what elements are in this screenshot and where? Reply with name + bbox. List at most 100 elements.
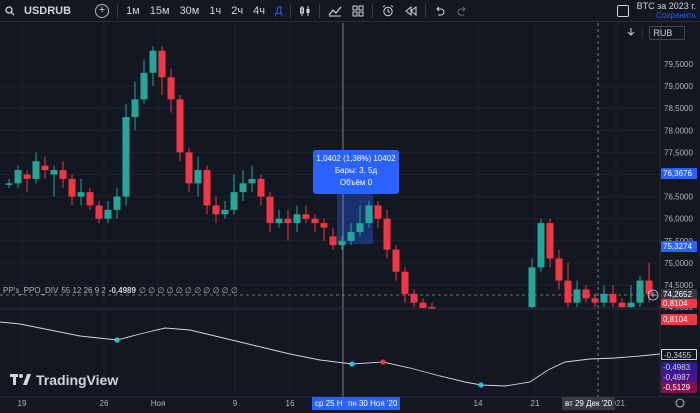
- candle-down: [329, 236, 337, 246]
- candle-up: [338, 240, 346, 246]
- indicator-tag: -0,5129: [661, 382, 697, 393]
- measure-tooltip: 1,0402 (1,38%) 10402 Бары: 3, 5д Объём 0: [313, 150, 399, 194]
- toolbar-divider: [290, 3, 292, 18]
- candle-down: [546, 223, 554, 259]
- candle-up: [131, 99, 139, 118]
- interval-2h[interactable]: 2ч: [231, 4, 244, 17]
- candle-up: [194, 170, 202, 184]
- price-scale-header: | RUB: [627, 26, 686, 40]
- candles-group: [5, 46, 653, 309]
- interval-4h[interactable]: 4ч: [253, 4, 265, 17]
- divergence-dot: [114, 337, 120, 343]
- candle-up: [275, 218, 283, 224]
- crosshair-time-tag: вт 29 Дек '20: [562, 397, 616, 410]
- chart-canvas[interactable]: 79,500079,000078,500078,000077,500077,00…: [0, 23, 700, 413]
- candles-icon[interactable]: [294, 0, 316, 22]
- candle-up: [14, 170, 22, 184]
- layout-icon[interactable]: [616, 5, 629, 17]
- candle-down: [311, 218, 319, 224]
- time-label: 2021: [607, 399, 625, 408]
- price-label: 78,0000: [664, 126, 693, 135]
- candle-up: [528, 267, 536, 308]
- candle-up: [239, 183, 247, 193]
- replay-icon[interactable]: [400, 0, 422, 22]
- candle-up: [573, 289, 581, 303]
- candle-down: [374, 205, 382, 219]
- redo-icon[interactable]: [451, 0, 473, 22]
- toolbar-divider: [425, 3, 427, 18]
- candle-down: [555, 258, 563, 281]
- interval-1m[interactable]: 1м: [126, 4, 140, 17]
- interval-day[interactable]: Д: [274, 4, 283, 17]
- plus-icon: +: [95, 3, 110, 18]
- candle-down: [591, 298, 599, 303]
- candle-down: [618, 302, 626, 308]
- selection-start-tag: ср 25 Н: [312, 397, 346, 410]
- price-label: 76,5000: [664, 193, 693, 202]
- candle-down: [645, 280, 653, 294]
- candle-up: [537, 223, 545, 268]
- add-order-icon[interactable]: [647, 289, 659, 301]
- candle-down: [167, 77, 175, 100]
- undo-icon[interactable]: [429, 0, 451, 22]
- price-label: 75,0000: [664, 259, 693, 268]
- symbol-name[interactable]: USDRUB: [24, 4, 72, 17]
- time-label: 21: [531, 399, 540, 408]
- toolbar-right: BTC за 2023 г. Сохранить: [616, 0, 700, 22]
- candle-down: [185, 152, 193, 184]
- candle-down: [266, 196, 274, 224]
- time-label: 9: [233, 399, 238, 408]
- tradingview-logo[interactable]: TradingView: [10, 372, 118, 388]
- candle-down: [158, 50, 166, 78]
- indicators-icon[interactable]: [323, 0, 347, 22]
- time-axis[interactable]: 19 26 Ноя 9 16 14 21 2021: [18, 399, 626, 408]
- candle-down: [284, 218, 292, 224]
- search-icon[interactable]: [0, 0, 20, 22]
- time-label: 26: [100, 399, 109, 408]
- indicator-value: -0,4989: [108, 286, 136, 295]
- candle-down: [410, 293, 418, 303]
- candle-down: [419, 302, 427, 308]
- indicator-legend[interactable]: PP's_PPO_DIV 55 12 26 9 2 -0,4989 ∅ ∅ ∅ …: [3, 286, 238, 295]
- interval-15m[interactable]: 15м: [149, 4, 170, 17]
- candle-up: [365, 205, 373, 224]
- indicator-name: PP's_PPO_DIV: [3, 286, 59, 295]
- arrow-down-icon[interactable]: [627, 27, 635, 39]
- candle-up: [122, 117, 130, 197]
- divergence-dot: [478, 382, 484, 388]
- price-scale[interactable]: 79,500079,000078,500078,000077,500077,00…: [664, 60, 693, 312]
- currency-selector[interactable]: RUB: [649, 26, 686, 40]
- interval-30m[interactable]: 30м: [179, 4, 200, 17]
- candle-up: [5, 183, 13, 185]
- candle-down: [176, 99, 184, 153]
- indicator-tag: 0,8104: [661, 299, 697, 308]
- indicator-tag: -0,3455: [661, 349, 697, 360]
- save-layout-button[interactable]: BTC за 2023 г. Сохранить: [637, 1, 700, 21]
- separator: |: [641, 28, 644, 38]
- chart-area[interactable]: 79,500079,000078,500078,000077,500077,00…: [0, 23, 700, 413]
- candle-down: [41, 165, 49, 171]
- price-label: 78,5000: [664, 104, 693, 113]
- save-label: Сохранить: [656, 11, 696, 20]
- tooltip-volume: Объём 0: [339, 178, 373, 187]
- candle-down: [302, 214, 310, 219]
- price-tag-high: 76,3676: [661, 168, 697, 179]
- selection-end-tag: пн 30 Ноя '20: [345, 397, 401, 410]
- candle-down: [203, 170, 211, 206]
- add-symbol-button[interactable]: +: [90, 0, 114, 22]
- time-label: 16: [286, 399, 295, 408]
- price-label: 79,0000: [664, 82, 693, 91]
- settings-icon[interactable]: [675, 398, 685, 408]
- indicator-params: 55 12 26 9 2: [61, 286, 106, 295]
- layout-title: BTC за 2023 г.: [636, 1, 696, 11]
- alert-icon[interactable]: [376, 0, 400, 22]
- indicator-tag: -0,4983: [661, 362, 697, 373]
- candle-up: [77, 192, 85, 197]
- candle-up: [347, 231, 355, 241]
- candle-up: [356, 223, 364, 232]
- interval-1h[interactable]: 1ч: [209, 4, 222, 17]
- candle-down: [86, 192, 94, 206]
- templates-icon[interactable]: [347, 0, 369, 22]
- candle-up: [248, 178, 256, 184]
- candle-up: [600, 293, 608, 303]
